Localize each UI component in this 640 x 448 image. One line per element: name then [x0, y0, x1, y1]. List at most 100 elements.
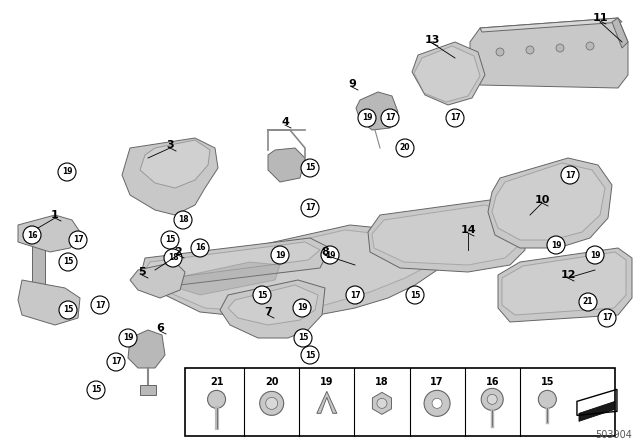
Polygon shape [412, 42, 485, 105]
Text: 13: 13 [424, 35, 440, 45]
Circle shape [119, 329, 137, 347]
Circle shape [191, 239, 209, 257]
Polygon shape [130, 262, 185, 298]
Circle shape [301, 346, 319, 364]
Circle shape [496, 48, 504, 56]
Text: 17: 17 [305, 203, 316, 212]
Circle shape [164, 249, 182, 267]
Text: 16: 16 [195, 244, 205, 253]
Circle shape [69, 231, 87, 249]
Circle shape [294, 329, 312, 347]
Text: 20: 20 [400, 143, 410, 152]
Polygon shape [128, 330, 165, 368]
Polygon shape [612, 18, 628, 48]
Polygon shape [140, 140, 210, 188]
Text: 15: 15 [541, 377, 554, 387]
Text: 16: 16 [27, 231, 37, 240]
Circle shape [301, 199, 319, 217]
Polygon shape [140, 385, 156, 395]
Polygon shape [488, 158, 612, 248]
Circle shape [358, 109, 376, 127]
Text: 15: 15 [305, 350, 315, 359]
Circle shape [424, 390, 450, 416]
Text: 15: 15 [410, 290, 420, 300]
Polygon shape [372, 205, 518, 265]
Text: 21: 21 [210, 377, 223, 387]
Text: 19: 19 [275, 250, 285, 259]
Circle shape [59, 253, 77, 271]
Polygon shape [152, 225, 445, 318]
Circle shape [556, 44, 564, 52]
Text: 15: 15 [257, 290, 267, 300]
Text: 17: 17 [95, 301, 106, 310]
Polygon shape [579, 401, 615, 422]
Polygon shape [158, 230, 435, 312]
Text: 15: 15 [63, 306, 73, 314]
Polygon shape [18, 280, 80, 325]
Circle shape [161, 231, 179, 249]
Circle shape [538, 390, 556, 409]
Circle shape [91, 296, 109, 314]
Circle shape [59, 301, 77, 319]
Text: 20: 20 [265, 377, 278, 387]
Circle shape [579, 293, 597, 311]
Circle shape [586, 246, 604, 264]
Circle shape [586, 42, 594, 50]
Text: 19: 19 [324, 250, 335, 259]
Polygon shape [498, 248, 632, 322]
Circle shape [58, 163, 76, 181]
Circle shape [446, 109, 464, 127]
Text: 9: 9 [348, 79, 356, 89]
Polygon shape [175, 262, 280, 295]
Polygon shape [140, 238, 330, 288]
Text: 6: 6 [156, 323, 164, 333]
Polygon shape [145, 242, 320, 280]
Text: 19: 19 [551, 241, 561, 250]
Circle shape [266, 397, 278, 409]
Text: 15: 15 [91, 385, 101, 395]
Text: 19: 19 [297, 303, 307, 313]
Text: 17: 17 [349, 290, 360, 300]
Polygon shape [317, 392, 337, 414]
FancyBboxPatch shape [185, 368, 615, 436]
Circle shape [207, 390, 225, 409]
Circle shape [23, 226, 41, 244]
Polygon shape [492, 163, 605, 240]
Polygon shape [268, 148, 305, 182]
Text: 17: 17 [73, 236, 83, 245]
Text: 17: 17 [564, 171, 575, 180]
Circle shape [526, 46, 534, 54]
Circle shape [293, 299, 311, 317]
Polygon shape [122, 138, 218, 215]
Text: 10: 10 [534, 195, 550, 205]
Text: 7: 7 [264, 307, 272, 317]
Text: 18: 18 [375, 377, 388, 387]
Text: 8: 8 [321, 247, 329, 257]
Text: 14: 14 [460, 225, 476, 235]
Text: 4: 4 [281, 117, 289, 127]
Circle shape [561, 166, 579, 184]
Polygon shape [470, 18, 628, 88]
Text: 19: 19 [362, 113, 372, 122]
Text: 19: 19 [123, 333, 133, 343]
Polygon shape [32, 242, 45, 290]
Text: 15: 15 [298, 333, 308, 343]
Polygon shape [414, 46, 480, 102]
Text: 17: 17 [450, 113, 460, 122]
Text: 17: 17 [385, 113, 396, 122]
Polygon shape [18, 215, 82, 252]
Text: 16: 16 [486, 377, 499, 387]
Circle shape [271, 246, 289, 264]
Text: 19: 19 [61, 168, 72, 177]
Polygon shape [372, 392, 392, 414]
Circle shape [381, 109, 399, 127]
Text: 15: 15 [165, 236, 175, 245]
Circle shape [87, 381, 105, 399]
Text: 18: 18 [168, 254, 179, 263]
Text: 19: 19 [589, 250, 600, 259]
Text: 18: 18 [178, 215, 188, 224]
Circle shape [253, 286, 271, 304]
Circle shape [301, 159, 319, 177]
Circle shape [598, 309, 616, 327]
Circle shape [174, 211, 192, 229]
